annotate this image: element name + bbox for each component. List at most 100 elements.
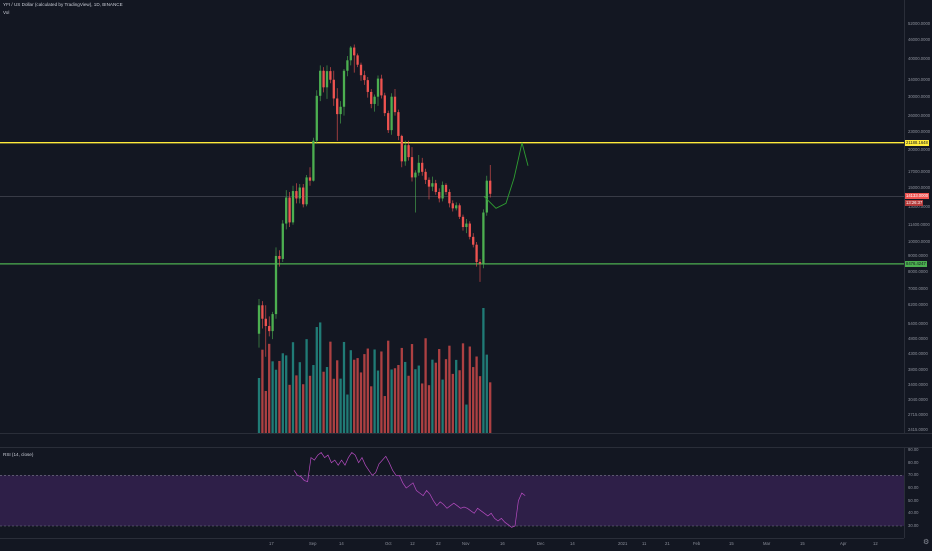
volume-bar: [370, 386, 373, 433]
rsi-tick-label: 80.00: [908, 459, 919, 465]
time-tick-label: 12: [873, 541, 878, 546]
volume-bar: [465, 404, 468, 433]
time-tick-label: 12: [410, 541, 415, 546]
time-tick-label: Dec: [537, 541, 545, 546]
volume-legend[interactable]: Vol: [3, 10, 10, 15]
volume-bar: [274, 369, 278, 433]
volume-bar: [366, 348, 369, 433]
price-tick-label: 20000.0000: [908, 147, 931, 153]
price-tick-label: 3400.0000: [908, 381, 928, 387]
time-tick-label: 15: [800, 541, 805, 546]
candle-body: [380, 78, 383, 96]
candle-body: [387, 113, 390, 131]
price-tick-label: 6200.0000: [908, 302, 928, 308]
candle-body: [397, 112, 400, 136]
candle-body: [356, 55, 359, 65]
candle-body: [417, 162, 420, 173]
volume-bar: [383, 396, 386, 433]
candle-body: [410, 157, 414, 178]
candle-body: [305, 177, 308, 205]
countdown-tag: 13:26:37: [905, 200, 924, 207]
current-price-tag: 14133.0000: [905, 193, 930, 200]
volume-bar: [448, 345, 451, 433]
volume-bar: [356, 358, 359, 433]
volume-bar: [482, 307, 485, 433]
resistance-price-tag: 21188.1648: [905, 139, 929, 146]
rsi-tick-label: 40.00: [908, 510, 919, 516]
candle-body: [257, 305, 261, 334]
volume-bar: [363, 354, 366, 433]
time-tick-label: Feb: [693, 541, 701, 546]
volume-bar: [336, 360, 339, 433]
price-tick-label: 15000.0000: [908, 185, 931, 191]
candle-body: [455, 205, 458, 209]
time-tick-label: Sep: [309, 541, 317, 546]
rsi-line: [293, 451, 526, 528]
rsi-scale[interactable]: 90.00 80.00 70.00 60.00 50.00 40.00 30.00: [904, 447, 932, 538]
pane-divider-rsi[interactable]: [0, 447, 932, 448]
volume-bar: [458, 370, 461, 433]
candle-body: [373, 96, 376, 104]
candle-body: [346, 60, 349, 71]
time-tick-label: 17: [269, 541, 274, 546]
volume-bar: [295, 375, 298, 433]
price-tick-label: 26000.0000: [908, 112, 931, 118]
time-tick-label: Oct: [385, 541, 392, 546]
candle-body: [390, 96, 393, 131]
price-scale[interactable]: 52000.0000 46000.0000 40000.0000 34000.0000…: [904, 0, 932, 433]
volume-bar: [461, 343, 465, 433]
volume-bar: [387, 340, 390, 433]
price-tick-label: 13000.0000: [908, 204, 931, 210]
gear-icon[interactable]: ⚙: [923, 539, 930, 546]
price-tick-label: 30000.0000: [908, 93, 931, 99]
candle-body: [424, 171, 427, 180]
volume-bar: [285, 355, 288, 433]
volume-bar: [271, 361, 274, 433]
volume-bar: [424, 338, 427, 433]
time-tick-label: 22: [436, 541, 441, 546]
candle-body: [319, 70, 322, 96]
volume-bar: [468, 346, 471, 433]
candle-body: [278, 255, 281, 259]
candle-body: [414, 172, 417, 178]
candle-body: [485, 180, 488, 213]
volume-bar: [278, 360, 281, 433]
volume-bar: [261, 349, 264, 433]
candle-body: [336, 98, 339, 115]
volume-bar: [410, 344, 414, 433]
candle-body: [342, 70, 346, 107]
candle-body: [400, 135, 403, 162]
chart-legend-title[interactable]: YFI / US Dollar (calculated by TradingVi…: [3, 2, 123, 7]
candle-body: [472, 236, 475, 245]
price-tick-label: 8000.0000: [908, 268, 928, 274]
candle-body: [427, 179, 431, 187]
candle-body: [370, 91, 373, 104]
time-tick-label: 14: [570, 541, 575, 546]
price-tick-label: 46000.0000: [908, 37, 931, 43]
rsi-tick-label: 50.00: [908, 497, 919, 503]
volume-bar: [298, 362, 301, 433]
candle-body: [489, 180, 492, 194]
time-axis[interactable]: 17 Sep 14 Oct 12 22 Nov 16 Dec 14 2021 11 21 Feb 15 Mar…: [0, 538, 904, 551]
candle-body: [478, 261, 482, 264]
volume-bar: [325, 367, 329, 433]
volume-bar: [353, 359, 356, 433]
volume-bar: [407, 375, 410, 433]
volume-bar: [455, 359, 458, 433]
volume-bar: [485, 354, 488, 433]
price-tick-label: 4300.0000: [908, 350, 928, 356]
main-price-chart[interactable]: [0, 0, 904, 433]
price-tick-label: 11400.0000: [908, 221, 930, 227]
rsi-pane[interactable]: [0, 448, 904, 538]
price-tick-label: 23000.0000: [908, 128, 931, 134]
price-tick-label: 2415.0000: [908, 427, 928, 432]
volume-bar: [390, 369, 393, 433]
pane-divider[interactable]: [0, 433, 932, 434]
candle-body: [315, 95, 318, 141]
time-tick-label: 11: [642, 541, 647, 546]
candle-body: [288, 197, 291, 223]
volume-bar: [393, 368, 397, 433]
rsi-legend[interactable]: RSI (14, close): [3, 452, 34, 457]
price-tick-label: 40000.0000: [908, 55, 931, 61]
volume-bar: [431, 359, 434, 433]
